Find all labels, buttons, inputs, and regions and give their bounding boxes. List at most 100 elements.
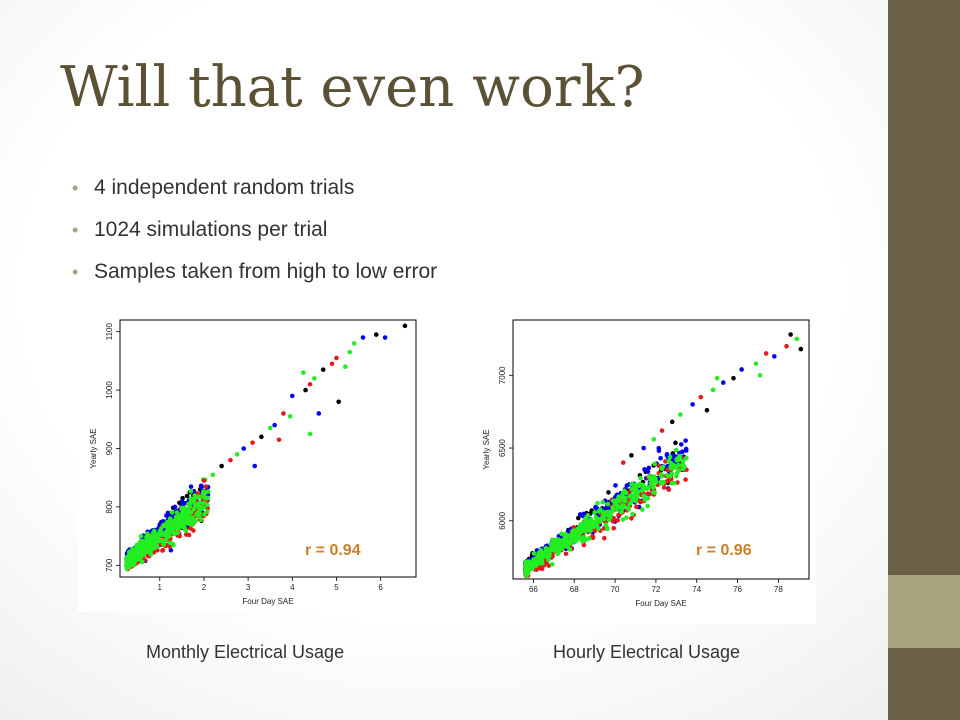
scatter-point: [289, 393, 295, 399]
scatter-point: [629, 481, 634, 487]
x-tick-label: 1: [158, 583, 163, 592]
scatter-point: [578, 522, 584, 527]
scatter-point: [652, 461, 657, 467]
scatter-point: [559, 544, 564, 550]
scatter-point: [188, 500, 194, 506]
scatter-point: [592, 519, 598, 525]
scatter-point: [676, 457, 681, 463]
scatter-point: [638, 475, 643, 481]
bullet-item: • 1024 simulations per trial: [72, 218, 437, 260]
scatter-point: [194, 511, 200, 517]
scatter-point: [198, 506, 203, 512]
scatter-point: [168, 547, 174, 553]
x-tick-label: 5: [334, 583, 339, 592]
scatter-point: [234, 452, 240, 457]
scatter-point: [543, 547, 549, 553]
scatter-point: [202, 512, 207, 517]
scatter-point: [645, 491, 651, 497]
scatter-point: [529, 563, 535, 568]
y-tick-label: 800: [105, 500, 114, 514]
scatter-point: [203, 484, 208, 489]
scatter-point: [784, 343, 789, 349]
scatter-point: [303, 387, 308, 393]
scatter-point: [598, 516, 603, 522]
scatter-point: [684, 455, 689, 461]
scatter-point: [616, 512, 621, 518]
scatter-point: [540, 560, 545, 566]
scatter-point: [584, 523, 589, 529]
scatter-point: [534, 562, 540, 567]
scatter-point: [763, 351, 769, 356]
scatter-point: [147, 533, 152, 539]
scatter-point: [663, 459, 668, 464]
scatter-point: [669, 419, 675, 425]
scatter-point: [171, 530, 177, 536]
scatter-point: [190, 515, 196, 520]
scatter-point: [610, 508, 615, 514]
scatter-point: [753, 361, 759, 366]
scatter-point: [197, 494, 202, 500]
scatter-point: [671, 480, 677, 486]
scatter-point: [334, 355, 339, 361]
scatter-point: [592, 510, 598, 515]
scatter-point: [130, 561, 136, 566]
scatter-point: [583, 515, 589, 521]
scatter-point: [160, 547, 166, 553]
scatter-point: [629, 498, 635, 503]
scatter-point: [633, 498, 638, 504]
scatter-point: [641, 484, 646, 490]
x-tick-label: 4: [290, 583, 295, 592]
scatter-point: [177, 515, 183, 520]
scatter-point: [329, 361, 335, 367]
scatter-point: [172, 525, 178, 531]
scatter-point: [605, 526, 610, 532]
scatter-point: [539, 566, 545, 572]
scatter-point: [201, 491, 207, 497]
scatter-point: [576, 536, 582, 541]
x-tick-label: 66: [529, 585, 538, 594]
scatter-point: [146, 546, 151, 552]
scatter-point: [550, 562, 555, 567]
scatter-point: [281, 411, 286, 416]
scatter-point: [153, 545, 158, 550]
scatter-point: [586, 536, 592, 541]
scatter-point: [568, 540, 574, 546]
scatter-point: [182, 517, 188, 522]
scatter-point: [623, 490, 629, 496]
y-tick-label: 6500: [498, 439, 507, 457]
scatter-point: [577, 512, 583, 517]
scatter-point: [598, 507, 603, 512]
scatter-point: [602, 506, 607, 511]
scatter-point: [555, 538, 560, 544]
scatter-point: [667, 454, 673, 460]
scatter-point: [133, 548, 139, 554]
scatter-point: [627, 501, 632, 506]
scatter-point: [690, 402, 695, 407]
scatter-point: [535, 558, 540, 564]
scatter-point: [219, 463, 224, 469]
scatter-point: [312, 376, 317, 381]
scatter-point: [645, 469, 651, 475]
scatter-point: [524, 564, 530, 569]
y-axis-label: Yearly SAE: [89, 428, 98, 468]
scatter-point: [635, 494, 640, 500]
scatter-point: [658, 455, 663, 461]
scatter-point: [198, 517, 204, 523]
y-tick-label: 6000: [498, 511, 507, 529]
monthly-chart-caption: Monthly Electrical Usage: [146, 642, 345, 662]
scatter-point: [641, 445, 646, 451]
scatter-point: [563, 551, 569, 557]
scatter-point: [683, 446, 689, 452]
correlation-label: r = 0.96: [696, 542, 752, 559]
scatter-point: [546, 557, 551, 563]
scatter-point: [307, 381, 313, 387]
bullet-dot-icon: •: [72, 262, 79, 282]
scatter-point: [165, 520, 170, 526]
scatter-point: [634, 504, 639, 510]
scatter-point: [184, 521, 190, 526]
scatter-point: [646, 465, 652, 471]
scatter-point: [360, 335, 366, 340]
scatter-point: [160, 539, 166, 544]
y-tick-label: 900: [105, 441, 114, 455]
scatter-point: [562, 534, 568, 540]
